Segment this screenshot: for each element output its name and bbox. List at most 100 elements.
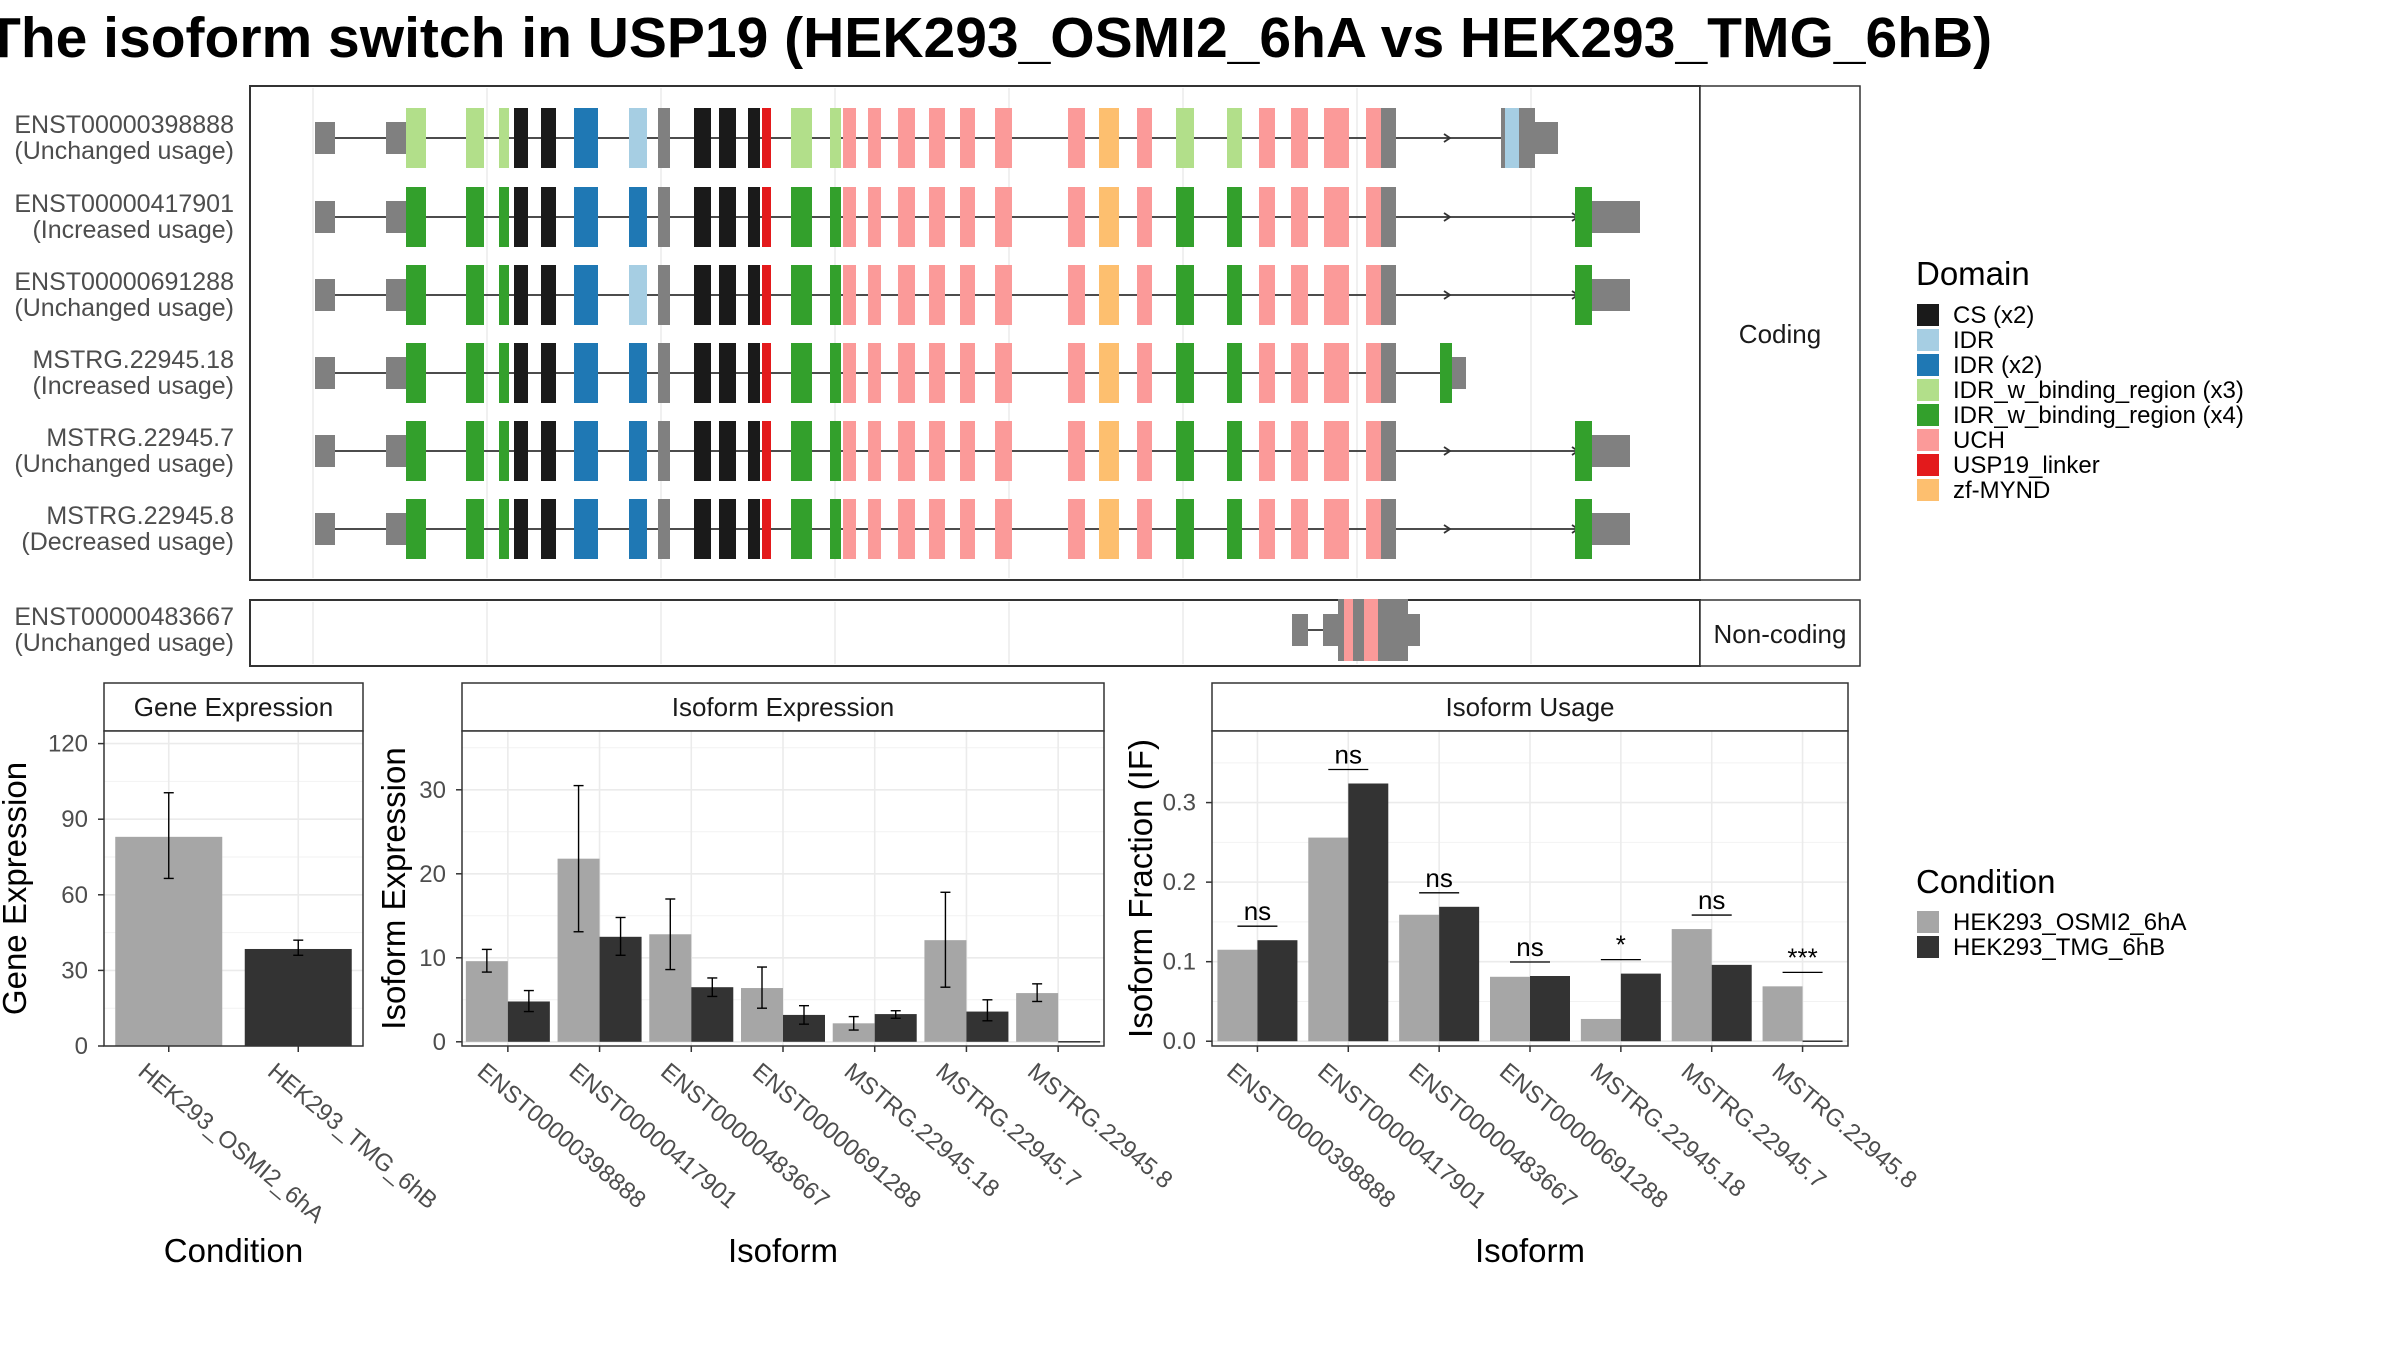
exon	[995, 265, 1012, 325]
exon	[386, 513, 407, 545]
exon	[898, 265, 915, 325]
legend-label: USP19_linker	[1953, 452, 2100, 479]
exon	[1099, 187, 1119, 247]
exon	[719, 421, 736, 481]
exon	[1575, 421, 1592, 481]
legend-key	[1917, 936, 1939, 958]
exon	[499, 187, 509, 247]
legend-label: IDR	[1953, 327, 1994, 354]
exon	[1366, 187, 1381, 247]
exon	[1291, 499, 1308, 559]
exon	[386, 357, 407, 389]
condition-legend-title: Condition	[1916, 863, 2055, 900]
exon	[960, 343, 975, 403]
exon	[1366, 343, 1381, 403]
exon	[1324, 187, 1349, 247]
bar	[465, 961, 508, 1042]
legend-key	[1917, 404, 1939, 426]
panel-frame	[103, 730, 364, 1047]
exon	[514, 108, 528, 168]
exon	[315, 279, 335, 311]
legend-key	[1917, 379, 1939, 401]
exon	[1176, 499, 1194, 559]
coding-strip-label: Coding	[1739, 319, 1821, 349]
exon	[406, 499, 426, 559]
exon	[514, 343, 528, 403]
exon	[1381, 265, 1396, 325]
y-axis-title: Gene Expression	[0, 762, 33, 1015]
exon	[315, 513, 335, 545]
exon	[1259, 187, 1275, 247]
exon	[1366, 421, 1381, 481]
exon	[1324, 343, 1349, 403]
exon	[960, 421, 975, 481]
exon	[1366, 499, 1381, 559]
x-tick-label: ENST00000398888	[472, 1058, 651, 1214]
y-tick-label: 10	[419, 945, 446, 972]
transcript-usage: (Unchanged usage)	[14, 294, 234, 322]
exon	[1176, 108, 1194, 168]
x-tick-label: ENST00000398888	[1222, 1058, 1401, 1214]
panel-title: Gene Expression	[134, 692, 333, 722]
exon	[762, 108, 771, 168]
exon	[466, 265, 484, 325]
exon	[574, 187, 598, 247]
exon	[1381, 108, 1396, 168]
exon	[762, 265, 771, 325]
bar	[1671, 929, 1712, 1042]
chart-panel: Isoform Usage 0.0 0.1 0.2 0.3 ns ns ns ns * ns *** E…	[1122, 682, 1922, 1269]
exon	[499, 499, 509, 559]
exon	[541, 108, 556, 168]
exon	[791, 187, 812, 247]
noncoding-panel-frame	[249, 599, 1701, 667]
transcript-usage: (Unchanged usage)	[14, 137, 234, 165]
exon	[1592, 201, 1640, 233]
exon	[843, 265, 856, 325]
y-tick-label: 0.2	[1163, 869, 1196, 896]
legend-label: UCH	[1953, 427, 2005, 454]
bar	[244, 948, 352, 1046]
exon	[1259, 108, 1275, 168]
exon	[843, 499, 856, 559]
x-tick-label: ENST00000417901	[564, 1058, 743, 1214]
exon	[1099, 499, 1119, 559]
legend-key	[1917, 479, 1939, 501]
exon	[1291, 108, 1308, 168]
exon	[1068, 108, 1085, 168]
transcript-id: ENST00000398888	[14, 111, 234, 139]
exon	[406, 343, 426, 403]
panel-title: Isoform Expression	[672, 692, 895, 722]
y-tick-label: 90	[61, 806, 88, 833]
strand-arrow	[1443, 290, 1452, 300]
exon	[1324, 499, 1349, 559]
exon	[499, 421, 509, 481]
exon	[574, 108, 598, 168]
transcript-id: ENST00000417901	[14, 190, 234, 218]
exon	[1592, 435, 1630, 467]
legend-key	[1917, 304, 1939, 326]
exon	[791, 343, 812, 403]
exon	[898, 421, 915, 481]
exon	[1452, 357, 1466, 389]
legend-label: CS (x2)	[1953, 302, 2034, 329]
exon	[514, 265, 528, 325]
exon	[499, 108, 509, 168]
bar	[1257, 940, 1298, 1042]
exon	[658, 499, 670, 559]
exon	[719, 265, 736, 325]
exon	[1440, 343, 1452, 403]
legend-key	[1917, 454, 1939, 476]
exon	[1324, 421, 1349, 481]
exon	[1535, 122, 1558, 154]
exon	[762, 421, 771, 481]
exon	[315, 357, 335, 389]
domain-legend-title: Domain	[1916, 255, 2030, 292]
significance-label: ns	[1335, 740, 1362, 770]
y-tick-label: 0.1	[1163, 949, 1196, 976]
significance-label: ***	[1787, 942, 1817, 972]
exon	[1324, 265, 1349, 325]
panel-strip	[103, 682, 364, 732]
exon	[1344, 599, 1353, 661]
exon	[1519, 108, 1535, 168]
